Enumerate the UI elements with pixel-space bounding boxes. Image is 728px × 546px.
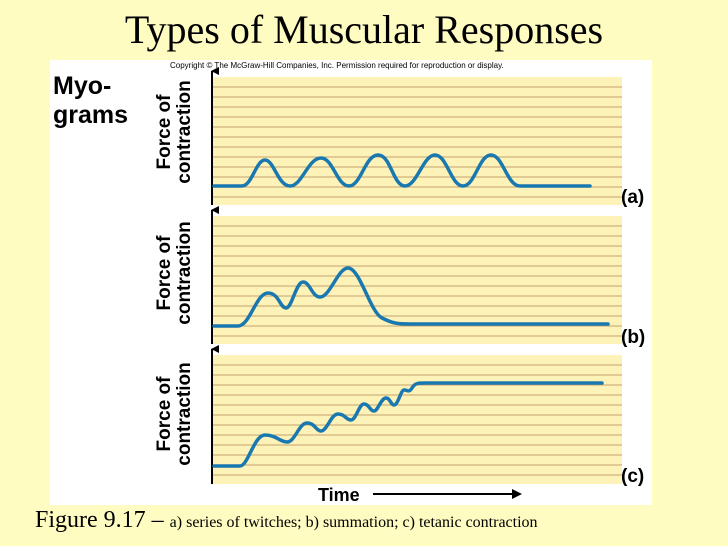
- panel-background: [212, 355, 622, 484]
- panel-label-a: (a): [621, 187, 645, 208]
- myogram-panel-c: [211, 345, 622, 484]
- caption-dash: –: [151, 507, 164, 533]
- x-axis-label-time: Time: [318, 485, 360, 505]
- force-trace: [212, 153, 592, 188]
- force-trace: [212, 266, 610, 328]
- panel-label-c: (c): [621, 466, 645, 487]
- myograms-line-1: Myo-: [53, 72, 112, 100]
- myogram-panel-b: [211, 206, 622, 344]
- time-arrow-head: [512, 489, 522, 499]
- panel-label-b: (b): [621, 327, 646, 348]
- figure-caption: Figure 9.17– a) series of twitches; b) su…: [35, 507, 538, 534]
- caption-text: a) series of twitches; b) summation; c) …: [169, 514, 538, 531]
- myograms-label: Myo- grams: [53, 72, 128, 130]
- myogram-panel-a: [211, 67, 622, 205]
- force-trace: [212, 381, 604, 468]
- panel-background: [212, 77, 622, 205]
- myograms-line-2: grams: [53, 101, 129, 129]
- slide-title: Types of Muscular Responses: [124, 7, 604, 52]
- copyright-notice: Copyright © The McGraw-Hill Companies, I…: [170, 61, 504, 70]
- caption-figure-number: Figure 9.17: [35, 507, 146, 533]
